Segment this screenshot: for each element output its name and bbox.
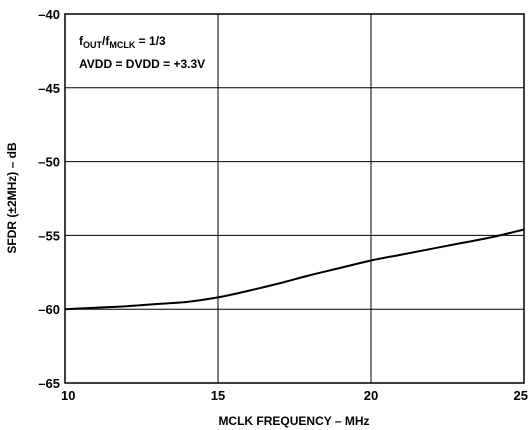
annotation-sub-out: OUT: [83, 40, 103, 50]
x-axis-title: MCLK FREQUENCY – MHz: [218, 414, 369, 428]
y-tick-label: –45: [38, 81, 60, 96]
annotation-f1: f: [79, 34, 84, 48]
y-tick-label: –55: [38, 228, 60, 243]
y-tick-label: –40: [38, 7, 60, 22]
x-tick-label: 20: [364, 388, 378, 403]
annotation-sub-mclk: MCLK: [109, 40, 135, 50]
y-tick-label: –65: [38, 376, 60, 391]
y-tick-label: –50: [38, 155, 60, 170]
annotation-ratio: fOUT/fMCLK = 1/3: [79, 34, 166, 50]
sfdr-series-line: [64, 228, 525, 311]
grid-lines: [65, 14, 524, 383]
x-tick-label: 25: [514, 388, 528, 403]
y-tick-labels: –40 –45 –50 –55 –60 –65: [38, 7, 60, 391]
annotation-box: fOUT/fMCLK = 1/3 AVDD = DVDD = +3.3V: [79, 34, 205, 71]
y-axis-title: SFDR (±2MHz) – dB: [5, 142, 19, 254]
plot-frame: [64, 13, 525, 384]
y-tick-label: –60: [38, 302, 60, 317]
annotation-tail: = 1/3: [135, 34, 166, 48]
annotation-mid: /f: [102, 34, 110, 48]
x-tick-label: 15: [211, 388, 225, 403]
x-tick-label: 10: [61, 388, 75, 403]
x-tick-labels: 10 15 20 25: [61, 388, 528, 403]
annotation-supply: AVDD = DVDD = +3.3V: [79, 57, 205, 71]
